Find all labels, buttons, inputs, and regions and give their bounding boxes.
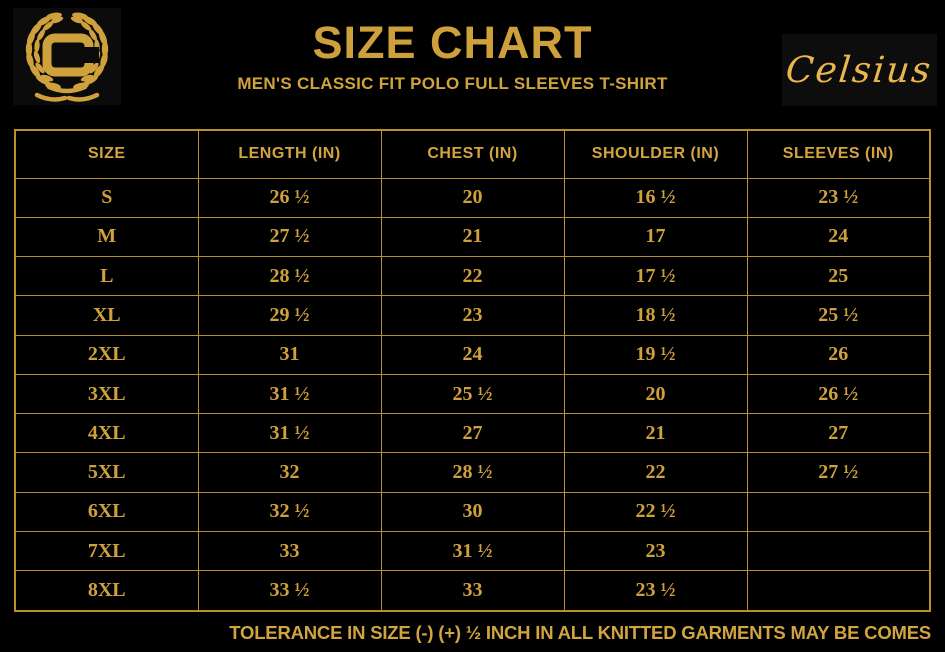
column-header-shoulder: SHOULDER (IN) [563, 129, 748, 179]
chest-cell: 33 [380, 570, 565, 612]
length-cell: 33 ½ [197, 570, 382, 612]
table-row: XL 29 ½ 23 18 ½ 25 ½ [14, 295, 931, 336]
table-row: 2XL 31 24 19 ½ 26 [14, 334, 931, 375]
sleeves-cell [746, 491, 931, 533]
page-title: SIZE CHART [312, 17, 593, 68]
size-cell: L [14, 256, 199, 297]
table-row: 5XL 32 28 ½ 22 27 ½ [14, 452, 931, 493]
tolerance-note: TOLERANCE IN SIZE (-) (+) ½ INCH IN ALL … [229, 622, 931, 643]
chest-cell: 27 [380, 413, 565, 454]
sleeves-cell: 24 [746, 216, 931, 258]
chest-cell: 28 ½ [380, 452, 565, 493]
header-block: SIZE CHART MEN'S CLASSIC FIT POLO FULL S… [130, 18, 775, 94]
chest-cell: 20 [380, 177, 565, 218]
shoulder-cell: 17 [563, 216, 748, 258]
size-cell: 3XL [14, 373, 199, 415]
shoulder-cell: 23 ½ [563, 570, 748, 612]
length-cell: 27 ½ [197, 216, 382, 258]
length-cell: 32 ½ [197, 491, 382, 533]
table-row: 4XL 31 ½ 27 21 27 [14, 413, 931, 454]
length-cell: 33 [197, 531, 382, 572]
column-header-chest: CHEST (IN) [380, 129, 565, 179]
sleeves-cell: 23 ½ [746, 177, 931, 218]
shoulder-cell: 22 [563, 452, 748, 493]
size-cell: 8XL [14, 570, 199, 612]
column-header-length: LENGTH (IN) [197, 129, 382, 179]
chest-cell: 24 [380, 334, 565, 375]
size-cell: 5XL [14, 452, 199, 493]
table-row: 6XL 32 ½ 30 22 ½ [14, 491, 931, 533]
size-chart-table: SIZE LENGTH (IN) CHEST (IN) SHOULDER (IN… [14, 129, 931, 612]
size-cell: 6XL [14, 491, 199, 533]
brand-wordmark: Celsius [784, 49, 935, 91]
sleeves-cell: 26 ½ [746, 373, 931, 415]
shoulder-cell: 16 ½ [563, 177, 748, 218]
chest-cell: 25 ½ [380, 373, 565, 415]
size-table-header: SIZE LENGTH (IN) CHEST (IN) SHOULDER (IN… [14, 129, 931, 179]
column-header-size: SIZE [14, 129, 199, 179]
chest-cell: 22 [380, 256, 565, 297]
shoulder-cell: 23 [563, 531, 748, 572]
brand-wordmark-box: Celsius [782, 34, 937, 106]
table-row: L 28 ½ 22 17 ½ 25 [14, 256, 931, 297]
shoulder-cell: 21 [563, 413, 748, 454]
length-cell: 31 ½ [197, 373, 382, 415]
chest-cell: 30 [380, 491, 565, 533]
size-cell: XL [14, 295, 199, 336]
table-row: 8XL 33 ½ 33 23 ½ [14, 570, 931, 612]
table-row: S 26 ½ 20 16 ½ 23 ½ [14, 177, 931, 218]
laurel-wreath-c-icon [25, 12, 109, 102]
length-cell: 26 ½ [197, 177, 382, 218]
shoulder-cell: 22 ½ [563, 491, 748, 533]
sleeves-cell: 25 [746, 256, 931, 297]
sleeves-cell: 27 [746, 413, 931, 454]
shoulder-cell: 19 ½ [563, 334, 748, 375]
size-cell: S [14, 177, 199, 218]
shoulder-cell: 20 [563, 373, 748, 415]
chest-cell: 21 [380, 216, 565, 258]
table-row: 7XL 33 31 ½ 23 [14, 531, 931, 572]
brand-logo [13, 8, 121, 105]
size-cell: M [14, 216, 199, 258]
sleeves-cell: 25 ½ [746, 295, 931, 336]
shoulder-cell: 17 ½ [563, 256, 748, 297]
size-cell: 4XL [14, 413, 199, 454]
length-cell: 31 [197, 334, 382, 375]
length-cell: 29 ½ [197, 295, 382, 336]
table-row: 3XL 31 ½ 25 ½ 20 26 ½ [14, 373, 931, 415]
sleeves-cell [746, 570, 931, 612]
size-cell: 2XL [14, 334, 199, 375]
length-cell: 32 [197, 452, 382, 493]
header-row: SIZE LENGTH (IN) CHEST (IN) SHOULDER (IN… [14, 129, 931, 179]
size-table-body: S 26 ½ 20 16 ½ 23 ½ M 27 ½ 21 17 24 L 28… [14, 177, 931, 612]
size-cell: 7XL [14, 531, 199, 572]
sleeves-cell: 27 ½ [746, 452, 931, 493]
sleeves-cell [746, 531, 931, 572]
shoulder-cell: 18 ½ [563, 295, 748, 336]
table-row: M 27 ½ 21 17 24 [14, 216, 931, 258]
column-header-sleeves: SLEEVES (IN) [746, 129, 931, 179]
length-cell: 31 ½ [197, 413, 382, 454]
chest-cell: 23 [380, 295, 565, 336]
length-cell: 28 ½ [197, 256, 382, 297]
page-subtitle: MEN'S CLASSIC FIT POLO FULL SLEEVES T-SH… [237, 73, 668, 93]
chest-cell: 31 ½ [380, 531, 565, 572]
sleeves-cell: 26 [746, 334, 931, 375]
